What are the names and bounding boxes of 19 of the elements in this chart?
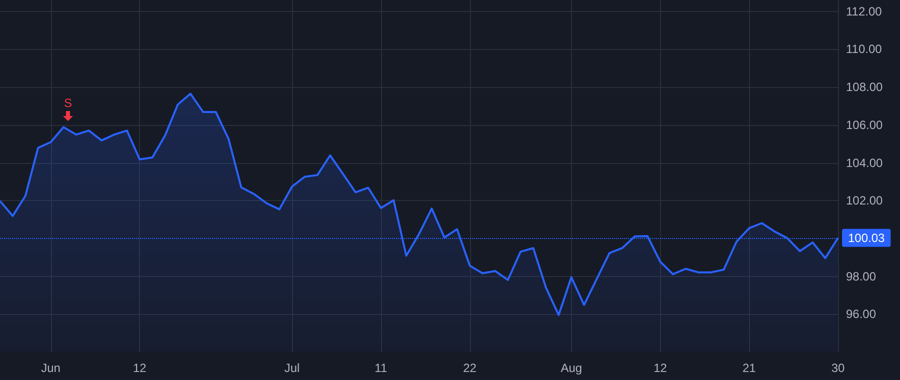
x-tick-label: 22 — [463, 361, 477, 375]
x-tick-label: Jul — [284, 361, 300, 375]
y-tick-label: 98.00 — [846, 269, 876, 284]
y-tick-label: 108.00 — [846, 80, 884, 94]
y-tick-label: 112.00 — [846, 4, 882, 18]
x-tick-label: Aug — [560, 361, 582, 375]
x-tick-label: Jun — [41, 361, 60, 375]
annotation: S — [62, 96, 73, 110]
x-tick-label: 12 — [654, 361, 668, 375]
x-tick-label: 21 — [742, 361, 756, 375]
y-tick-label: 110.00 — [846, 42, 882, 56]
y-tick-label: 106.00 — [846, 118, 884, 132]
x-tick-label: 30 — [831, 361, 845, 375]
x-tick-label: 11 — [374, 361, 388, 375]
y-tick-label: 104.00 — [846, 156, 884, 170]
y-tick-label: 102.00 — [846, 194, 884, 208]
y-tick-label: 96.00 — [846, 307, 876, 322]
ref-line-label: 100.03 — [848, 230, 886, 245]
x-tick-label: 12 — [132, 361, 147, 375]
